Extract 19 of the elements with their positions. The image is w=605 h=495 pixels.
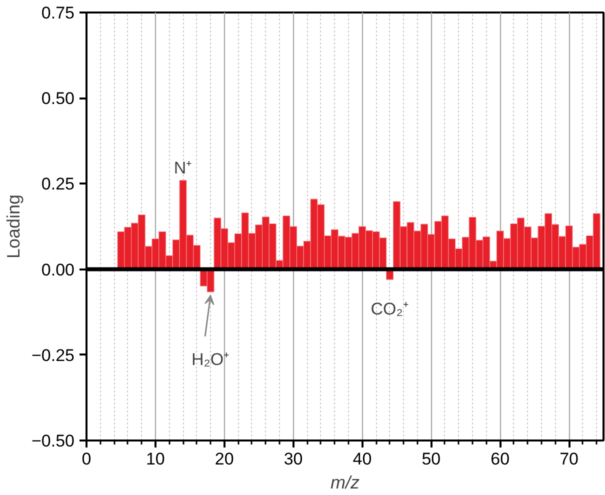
y-tick-label: 0.25 xyxy=(41,174,75,194)
y-tick-label: −0.50 xyxy=(31,432,74,450)
x-tick-label: 0 xyxy=(82,450,92,468)
x-tick-label: 30 xyxy=(284,450,303,468)
annotation: CO₂⁺ xyxy=(370,300,409,319)
annotation: H₂O⁺ xyxy=(192,350,230,369)
y-tick-label: −0.25 xyxy=(31,346,74,365)
x-tick-label: 50 xyxy=(422,450,441,468)
x-tick-label: 40 xyxy=(352,450,372,468)
annotation: N⁺ xyxy=(174,158,192,178)
x-tick-label: 60 xyxy=(490,450,510,468)
y-axis-title: Loading xyxy=(3,194,24,259)
x-tick-label: 20 xyxy=(214,450,234,468)
y-tick-label: 0.00 xyxy=(41,260,75,280)
x-tick-label: 70 xyxy=(560,450,578,468)
x-tick-label: 10 xyxy=(146,450,165,468)
y-tick-label: 0.50 xyxy=(41,89,75,108)
y-tick-label: 0.75 xyxy=(41,4,75,22)
x-axis-title: m/z xyxy=(330,472,360,492)
